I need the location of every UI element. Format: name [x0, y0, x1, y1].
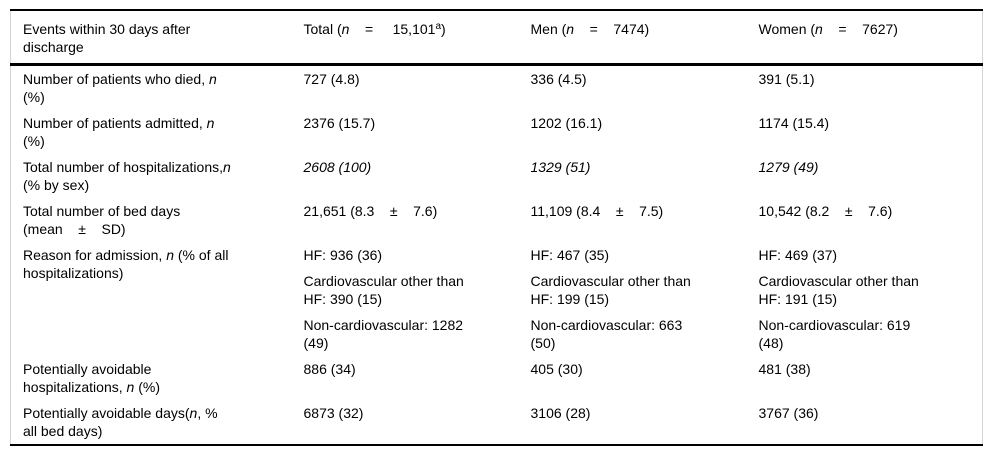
cell-men: HF: 467 (35) Cardiovascular other than HF… — [530, 247, 691, 351]
row-label: Number of patients who died, n (%) — [23, 71, 217, 105]
column-header-women: Women (n = 7627) — [758, 10, 983, 66]
cell-women: 3767 (36) — [758, 405, 819, 421]
cell-women: HF: 469 (37) Cardiovascular other than HF… — [758, 247, 919, 351]
cell-total: 6873 (32) — [303, 405, 364, 421]
cell-total: 727 (4.8) — [303, 71, 360, 87]
row-label: Potentially avoidable days(n, % all bed … — [23, 405, 218, 439]
table-row-admitted: Number of patients admitted, n (%) 2376 … — [11, 110, 983, 154]
table-row-avoidable-hospitalizations: Potentially avoidable hospitalizations, … — [11, 356, 983, 400]
table-row-avoidable-days: Potentially avoidable days(n, % all bed … — [11, 400, 983, 445]
cell-total: 2376 (15.7) — [303, 115, 376, 131]
table-row-hospitalizations: Total number of hospitalizations,n (% by… — [11, 154, 983, 198]
cell-men: 405 (30) — [530, 361, 583, 377]
cell-women: 481 (38) — [758, 361, 811, 377]
row-label: Total number of bed days (mean ± SD) — [23, 203, 181, 237]
cell-men: 1329 (51) — [530, 159, 591, 175]
row-label: Potentially avoidable hospitalizations, … — [23, 361, 160, 395]
column-header-events: Events within 30 days after discharge — [10, 10, 304, 66]
column-header-total: Total (n = 15,101a) — [303, 10, 531, 66]
cell-men: 1202 (16.1) — [530, 115, 603, 131]
table-row-reason-for-admission: Reason for admission, n (% of all hospit… — [11, 242, 983, 356]
cell-women: 1174 (15.4) — [758, 115, 830, 131]
cell-total: 2608 (100) — [303, 159, 372, 175]
row-label: Reason for admission, n (% of all hospit… — [23, 247, 229, 281]
cell-total: 886 (34) — [303, 361, 356, 377]
cell-men: 11,109 (8.4 ± 7.5) — [530, 203, 664, 219]
cell-women: 391 (5.1) — [758, 71, 815, 87]
header-row: Events within 30 days after discharge To… — [10, 10, 983, 66]
outcomes-by-sex-table: Events within 30 days after discharge To… — [10, 9, 983, 446]
cell-men: 3106 (28) — [530, 405, 591, 421]
cell-men: 336 (4.5) — [530, 71, 587, 87]
cell-total: HF: 936 (36) Cardiovascular other than HF… — [303, 247, 464, 351]
cell-women: 10,542 (8.2 ± 7.6) — [758, 203, 893, 219]
column-header-men: Men (n = 7474) — [530, 10, 759, 66]
row-label: Number of patients admitted, n (%) — [23, 115, 215, 149]
cell-women: 1279 (49) — [758, 159, 819, 175]
row-label: Total number of hospitalizations,n (% by… — [23, 159, 231, 193]
table-row-bed-days: Total number of bed days (mean ± SD) 21,… — [11, 198, 983, 242]
table-row-died: Number of patients who died, n (%) 727 (… — [11, 65, 983, 111]
cell-total: 21,651 (8.3 ± 7.6) — [303, 203, 438, 219]
